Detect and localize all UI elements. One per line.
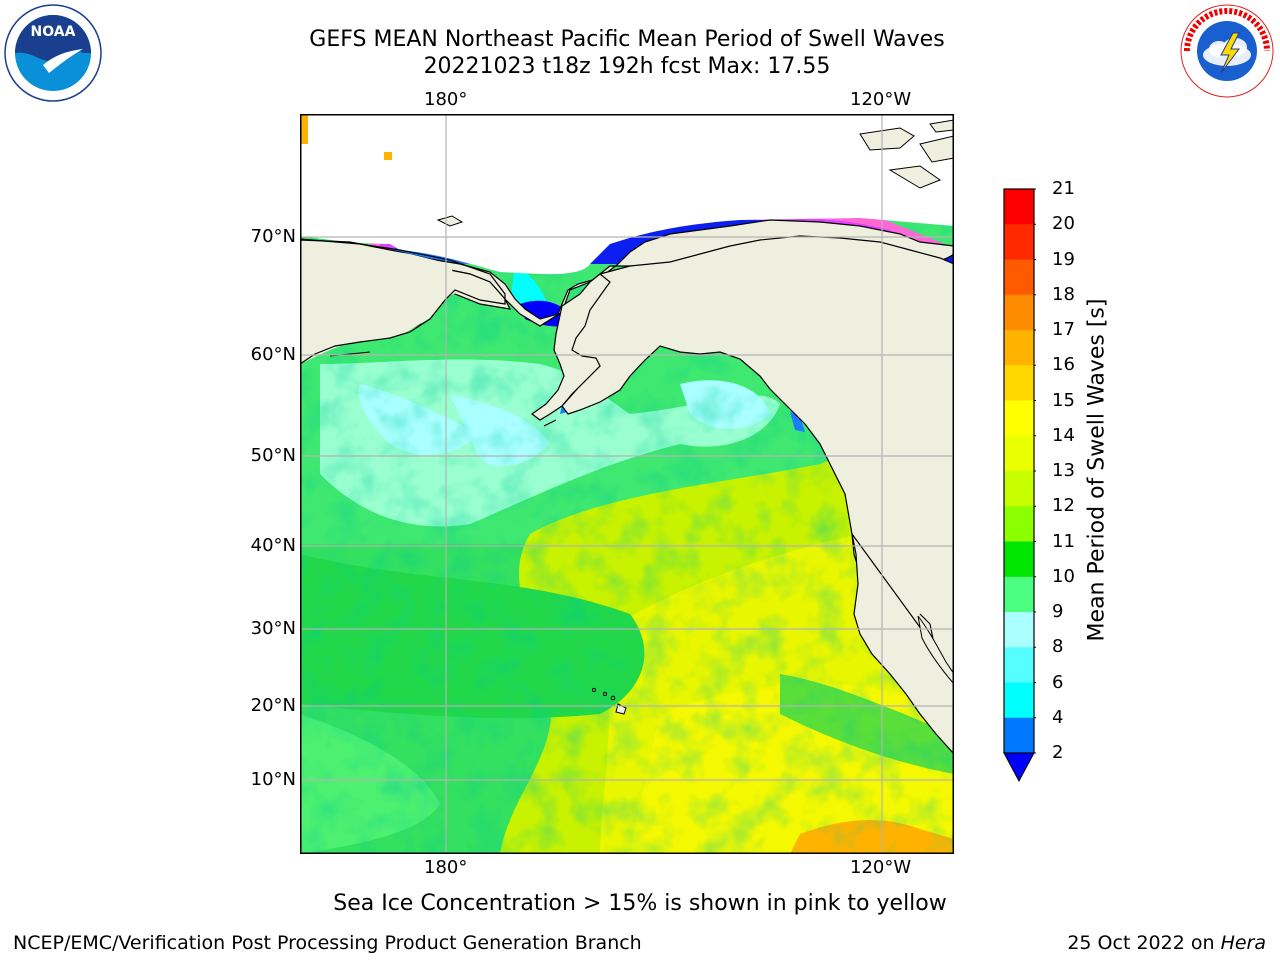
lat-label-10n: 10°N: [250, 769, 296, 790]
map-title: GEFS MEAN Northeast Pacific Mean Period …: [309, 27, 945, 52]
colorbar-swatch: [1004, 471, 1034, 507]
colorbar-swatch: [1004, 682, 1034, 719]
colorbar-tick-label: 9: [1052, 601, 1064, 622]
colorbar-swatch: [1004, 259, 1034, 296]
nws-logo: [1180, 4, 1274, 98]
footer-date: 25 Oct 2022 on Hera: [1067, 932, 1266, 954]
colorbar-swatch: [1004, 189, 1034, 225]
map-subtitle: 20221023 t18z 192h fcst Max: 17.55: [423, 54, 831, 79]
colorbar-tick-label: 17: [1052, 319, 1075, 340]
colorbar-label: Mean Period of Swell Waves [s]: [1084, 298, 1110, 642]
lon-label-top-120w: 120°W: [850, 89, 912, 110]
colorbar-tick-label: 8: [1052, 636, 1064, 658]
noaa-logo: NOAA: [4, 4, 102, 102]
colorbar-swatch: [1004, 717, 1034, 754]
colorbar-tick-label: 12: [1052, 495, 1075, 517]
colorbar: [1003, 188, 1036, 783]
lat-label-70n: 70°N: [250, 226, 296, 247]
colorbar-swatch: [1004, 330, 1034, 366]
colorbar-tick-label: 15: [1052, 389, 1075, 411]
colorbar-tick-label: 10: [1052, 565, 1075, 587]
colorbar-tick-label: 13: [1052, 460, 1075, 481]
lon-label-bottom-120w: 120°W: [850, 857, 912, 878]
colorbar-tick-label: 11: [1052, 530, 1075, 552]
colorbar-swatch: [1004, 612, 1034, 648]
colorbar-tick-label: 14: [1052, 424, 1075, 446]
lat-label-50n: 50°N: [250, 445, 296, 466]
lon-label-bottom-180: 180°: [424, 857, 468, 878]
colorbar-swatch: [1004, 365, 1034, 401]
colorbar-swatch: [1004, 224, 1034, 260]
footer-host: Hera: [1220, 932, 1266, 954]
footer-credit: NCEP/EMC/Verification Post Processing Pr…: [13, 932, 642, 954]
colorbar-swatch: [1004, 647, 1034, 683]
colorbar-tick-label: 16: [1052, 354, 1075, 376]
sea-ice-caption: Sea Ice Concentration > 15% is shown in …: [333, 891, 947, 916]
colorbar-swatch: [1004, 541, 1034, 578]
lat-label-30n: 30°N: [250, 618, 296, 639]
lat-label-60n: 60°N: [250, 344, 296, 365]
colorbar-tick-label: 18: [1052, 283, 1075, 305]
colorbar-swatch: [1004, 435, 1034, 472]
colorbar-tick-label: 20: [1052, 213, 1075, 235]
swell-period-map: [300, 114, 954, 854]
lat-label-40n: 40°N: [250, 535, 296, 556]
colorbar-swatch: [1004, 294, 1034, 331]
footer-date-text: 25 Oct 2022 on: [1067, 932, 1221, 954]
colorbar-tick-label: 21: [1052, 178, 1075, 199]
colorbar-tick-label: 2: [1052, 742, 1064, 763]
colorbar-swatch: [1004, 576, 1034, 613]
lat-label-20n: 20°N: [250, 695, 296, 716]
colorbar-tick-label: 6: [1052, 671, 1064, 693]
colorbar-extend-arrow: [1003, 752, 1035, 783]
lon-label-top-180: 180°: [424, 89, 468, 110]
colorbar-swatch: [1004, 506, 1034, 542]
colorbar-tick-label: 19: [1052, 248, 1075, 270]
colorbar-tick-label: 4: [1052, 706, 1064, 728]
graticule: [300, 114, 954, 854]
noaa-logo-text: NOAA: [31, 24, 76, 40]
colorbar-swatch: [1004, 400, 1034, 437]
